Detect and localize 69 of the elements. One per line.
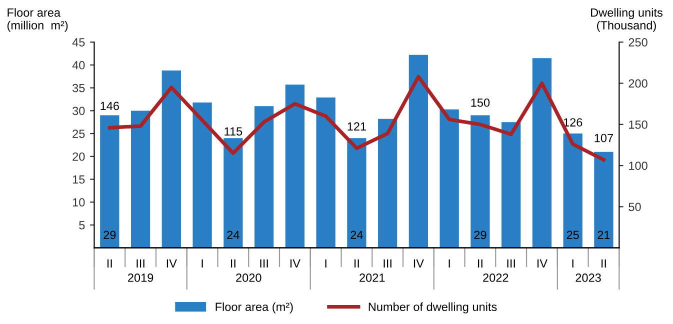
bar (532, 58, 552, 248)
x-tick-label: I (202, 259, 203, 268)
x-tick-label: II (354, 259, 359, 268)
bar (100, 115, 120, 248)
data-label: 115 (224, 127, 242, 136)
y2-tick-label: 50 (628, 202, 641, 212)
bar (192, 102, 212, 248)
x-tick-label: II (107, 259, 112, 268)
bar (162, 70, 181, 248)
x-tick-label: I (572, 259, 574, 268)
y-tick-label: 40 (72, 61, 85, 70)
data-label: 107 (594, 134, 613, 142)
data-label: 24 (350, 230, 363, 240)
x-tick-label: III (507, 259, 515, 268)
x-tick-label: II (230, 259, 236, 268)
y2-tick-label: 100 (629, 162, 648, 170)
legend-label: Floor area (m²) (216, 302, 293, 314)
y-tick-label: 30 (72, 106, 85, 116)
x-tick-label: III (136, 259, 144, 268)
data-label: 25 (566, 230, 579, 240)
bar (285, 84, 305, 248)
data-label: 126 (564, 118, 582, 127)
y-tick-label: 5 (79, 221, 85, 230)
x-tick-label: II (478, 259, 482, 268)
x-tick-label: IV (166, 259, 177, 268)
bar (408, 54, 428, 248)
x-tick-label: II (602, 259, 606, 268)
text: 2020 (236, 274, 262, 282)
x-tick-label: I (448, 259, 450, 268)
y-tick-label: 10 (72, 198, 85, 207)
y-axis-title: Floor area (million m²) (7, 8, 68, 32)
x-tick-label: III (260, 259, 268, 268)
text: 2019 (128, 274, 154, 282)
y-tick-label: 25 (72, 130, 85, 138)
x-tick-label: IV (414, 259, 424, 268)
text: 2023 (576, 274, 601, 282)
y2-tick-label: 150 (629, 120, 648, 129)
x-tick-label: IV (537, 259, 548, 268)
text: 2021 (360, 274, 385, 282)
bar (502, 122, 521, 248)
bar (254, 106, 274, 248)
data-label: 150 (471, 98, 490, 107)
x-tick-label: I (325, 259, 326, 268)
bar (563, 134, 582, 248)
y2-tick-label: 250 (628, 38, 648, 47)
legend-label: Number of dwelling units (368, 302, 497, 314)
data-label: 29 (104, 230, 116, 240)
bar (347, 138, 366, 248)
text: 2022 (483, 274, 508, 282)
data-label: 21 (598, 230, 610, 240)
data-label: 29 (474, 230, 486, 240)
y2-tick-label: 200 (628, 79, 648, 88)
bar (316, 97, 336, 248)
y2-axis-title: Dwelling units (Thousand) (591, 8, 662, 32)
x-tick-label: IV (290, 259, 300, 268)
bar (470, 115, 490, 248)
x-tick-label: III (384, 259, 392, 268)
y-tick-label: 15 (72, 175, 85, 184)
data-label: 146 (100, 102, 119, 110)
data-label: 24 (227, 230, 240, 240)
bar (130, 110, 150, 248)
bar (594, 152, 614, 248)
bar (224, 138, 243, 248)
bar (378, 118, 398, 248)
data-label: 121 (348, 122, 366, 131)
y-tick-label: 20 (72, 152, 85, 161)
y-tick-label: 45 (72, 38, 85, 47)
bar (440, 109, 459, 248)
y-tick-label: 35 (72, 84, 85, 92)
